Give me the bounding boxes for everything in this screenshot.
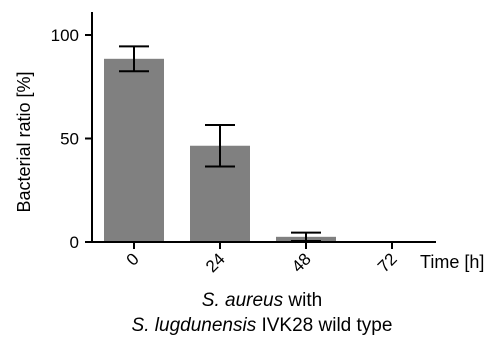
caption-strain: IVK28 wild type: [256, 315, 392, 336]
error-bars-group: [119, 45, 321, 242]
x-tick-label: 48: [288, 249, 315, 276]
x-axis-label: Time [h]: [420, 252, 484, 272]
y-tick-label: 0: [70, 233, 79, 252]
x-tick-label: 24: [202, 249, 229, 276]
y-tick-label: 100: [51, 26, 79, 45]
caption-line-1: S. aureus with: [202, 290, 322, 311]
bar-0: [104, 58, 164, 243]
caption-species-2: S. lugdunensis: [132, 315, 257, 336]
x-tick-label: 72: [374, 249, 401, 276]
bars-group: [104, 58, 336, 243]
caption-with: with: [283, 290, 322, 311]
x-tick-label: 0: [123, 249, 143, 269]
x-ticks-group: 0 24 48 72: [123, 242, 401, 276]
y-axis-label: Bacterial ratio [%]: [14, 71, 34, 212]
y-tick-label: 50: [60, 130, 79, 149]
caption-line-2: S. lugdunensis IVK28 wild type: [132, 315, 393, 336]
y-ticks-group: 0 50 100: [51, 26, 92, 252]
caption-species-1: S. aureus: [202, 290, 284, 311]
